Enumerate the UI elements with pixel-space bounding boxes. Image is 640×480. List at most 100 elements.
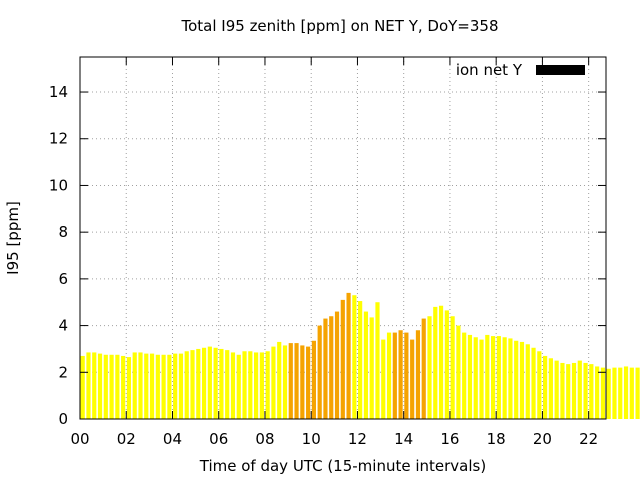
bar bbox=[225, 350, 230, 419]
bar bbox=[190, 350, 195, 419]
bar bbox=[294, 343, 299, 419]
bar bbox=[254, 352, 259, 419]
bar bbox=[311, 340, 316, 419]
bar bbox=[508, 338, 513, 419]
bar bbox=[554, 360, 559, 419]
bar bbox=[201, 347, 207, 419]
x-tick-label: 04 bbox=[163, 430, 182, 448]
bar bbox=[265, 351, 270, 419]
bar bbox=[606, 368, 611, 419]
legend-label: ion net Y bbox=[456, 61, 523, 79]
bar bbox=[548, 358, 553, 419]
y-tick-label: 4 bbox=[58, 317, 68, 335]
bar bbox=[502, 337, 507, 419]
bar bbox=[352, 295, 357, 419]
bar bbox=[479, 339, 484, 419]
y-tick-label: 14 bbox=[49, 83, 68, 101]
bar bbox=[589, 364, 594, 419]
bar bbox=[323, 318, 328, 419]
bar bbox=[438, 305, 444, 419]
bar bbox=[92, 352, 97, 419]
bar bbox=[595, 366, 600, 419]
bar bbox=[149, 353, 155, 419]
bar bbox=[288, 343, 293, 419]
bar bbox=[583, 362, 588, 419]
x-tick-label: 12 bbox=[348, 430, 367, 448]
bar bbox=[427, 316, 432, 419]
bar bbox=[144, 353, 149, 419]
bar bbox=[138, 352, 143, 419]
bar bbox=[496, 336, 501, 419]
bar bbox=[178, 353, 184, 419]
bar bbox=[531, 347, 536, 419]
bar bbox=[519, 341, 525, 419]
x-tick-label: 20 bbox=[533, 430, 552, 448]
bar bbox=[571, 362, 577, 419]
bar bbox=[612, 367, 617, 419]
bar bbox=[109, 354, 114, 419]
x-tick-label: 22 bbox=[579, 430, 598, 448]
bar bbox=[121, 355, 126, 419]
bar bbox=[340, 299, 345, 419]
y-tick-label: 2 bbox=[58, 363, 68, 381]
y-tick-label: 0 bbox=[58, 410, 68, 428]
bar bbox=[514, 340, 519, 419]
bar bbox=[219, 348, 224, 419]
x-tick-label: 06 bbox=[209, 430, 228, 448]
bar bbox=[80, 355, 85, 419]
bar bbox=[415, 330, 421, 419]
bar bbox=[543, 355, 548, 419]
bar bbox=[306, 346, 311, 419]
bar bbox=[213, 347, 218, 419]
bar bbox=[404, 332, 409, 419]
bar bbox=[346, 292, 351, 419]
bar bbox=[456, 325, 461, 419]
legend: ion net Y bbox=[456, 61, 585, 79]
bar bbox=[369, 317, 374, 419]
x-tick-label: 18 bbox=[487, 430, 506, 448]
bar bbox=[259, 352, 264, 419]
bars bbox=[80, 292, 640, 419]
x-tick-label: 10 bbox=[302, 430, 321, 448]
bar bbox=[433, 306, 438, 419]
bar bbox=[444, 310, 449, 419]
bar bbox=[421, 318, 426, 419]
bar bbox=[618, 367, 623, 419]
bar bbox=[490, 336, 496, 419]
bar bbox=[167, 354, 172, 419]
bar bbox=[248, 351, 253, 419]
bar bbox=[271, 346, 276, 419]
y-tick-label: 10 bbox=[49, 176, 68, 194]
chart-title: Total I95 zenith [ppm] on NET Y, DoY=358 bbox=[181, 17, 499, 35]
bar bbox=[236, 354, 241, 419]
y-tick-label: 8 bbox=[58, 223, 68, 241]
bar bbox=[329, 316, 334, 419]
bar bbox=[277, 341, 282, 419]
x-tick-label: 16 bbox=[440, 430, 459, 448]
bar bbox=[467, 334, 473, 419]
bar bbox=[115, 354, 120, 419]
bar bbox=[410, 339, 415, 419]
bar bbox=[629, 367, 634, 419]
x-tick-label: 08 bbox=[255, 430, 274, 448]
bar bbox=[207, 346, 212, 419]
bar bbox=[485, 334, 490, 419]
x-tick-label: 02 bbox=[117, 430, 136, 448]
bar bbox=[161, 354, 166, 419]
gridlines bbox=[80, 57, 606, 419]
bar bbox=[386, 332, 392, 419]
bar bbox=[155, 354, 160, 419]
bar bbox=[97, 353, 103, 419]
plot-frame bbox=[79, 56, 607, 420]
bar bbox=[282, 345, 288, 419]
bar bbox=[537, 351, 542, 419]
bar bbox=[132, 352, 137, 419]
bar bbox=[103, 354, 108, 419]
bar bbox=[230, 352, 236, 419]
bar bbox=[398, 330, 403, 419]
bar bbox=[450, 316, 455, 419]
y-tick-label: 12 bbox=[49, 130, 68, 148]
bar bbox=[375, 302, 380, 419]
